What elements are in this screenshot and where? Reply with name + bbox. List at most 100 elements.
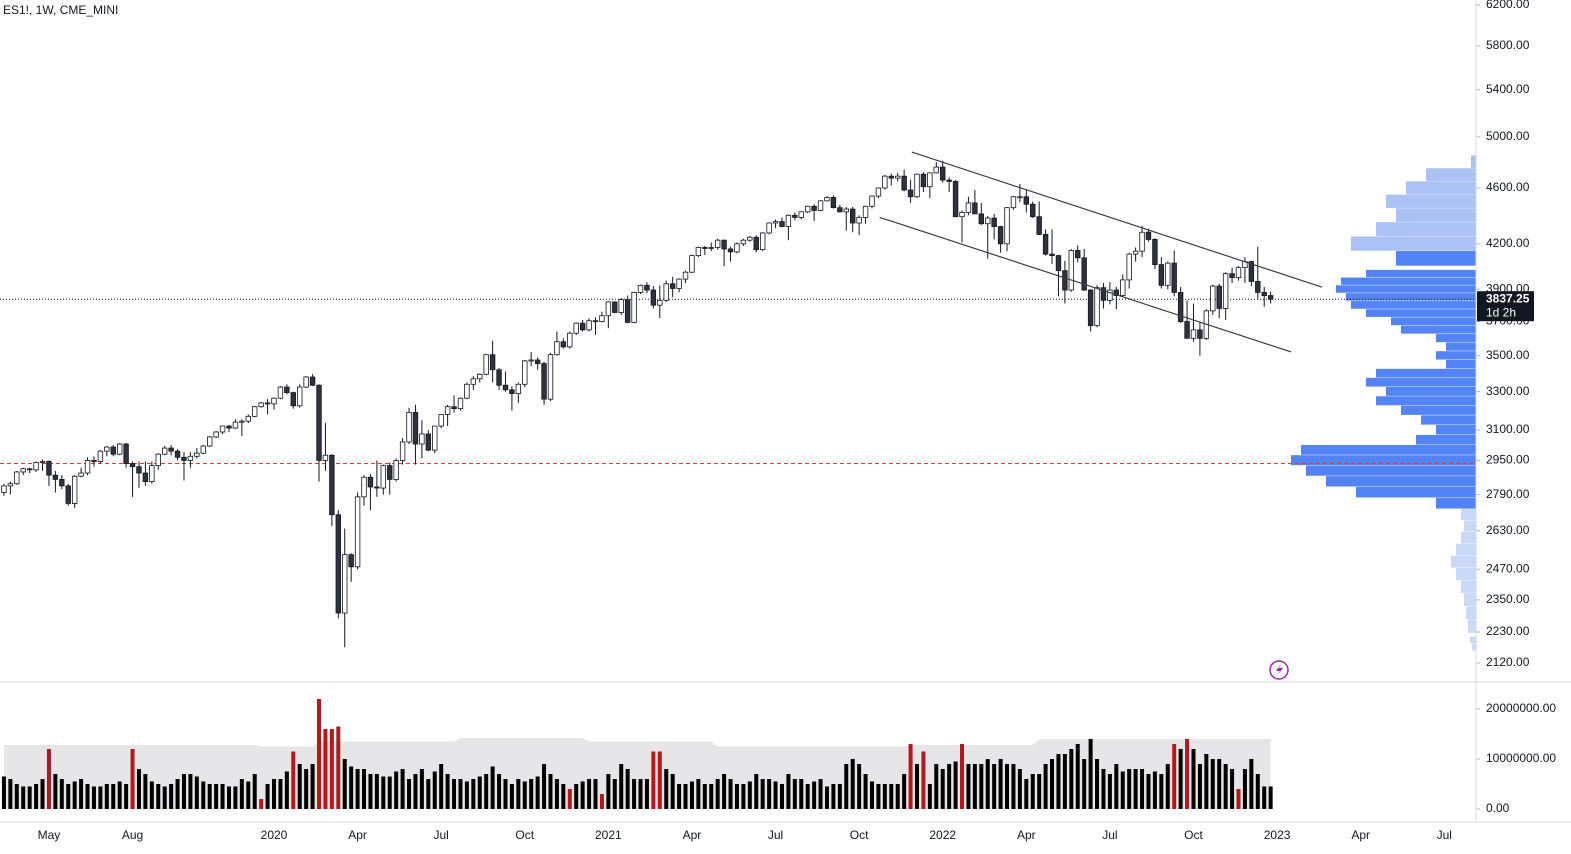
volume-bar: [1075, 744, 1080, 809]
volume-bar: [66, 784, 71, 809]
x-tick-label: Apr: [1351, 828, 1370, 842]
candle-body: [1030, 203, 1036, 218]
candle-body: [329, 454, 335, 516]
volume-profile-bar: [1466, 606, 1476, 620]
replay-icon[interactable]: [1269, 660, 1289, 680]
x-tick-label: Apr: [348, 828, 367, 842]
volume-bar: [342, 759, 347, 809]
candle-body: [1075, 250, 1081, 259]
volume-bar: [869, 781, 874, 809]
candle-body: [297, 386, 303, 407]
candle-body: [206, 436, 213, 447]
candle-body: [618, 299, 624, 313]
volume-bar: [921, 751, 926, 809]
candle-body: [136, 466, 142, 474]
volume-bar: [181, 774, 186, 809]
candle-body: [264, 402, 271, 405]
candle-body: [798, 211, 804, 218]
candle-body: [1113, 289, 1120, 296]
volume-profile-bar: [1291, 455, 1476, 466]
candle-body: [1, 485, 7, 493]
candle-body: [116, 443, 123, 455]
volume-bar: [677, 784, 682, 809]
volume-profile-bar: [1461, 531, 1476, 544]
volume-bar: [1037, 774, 1042, 809]
volume-bar: [1217, 759, 1222, 809]
volume-profile-bar: [1366, 269, 1476, 278]
icon-bolt[interactable]: [1276, 664, 1283, 676]
candle-body: [779, 221, 785, 227]
candle-body: [888, 175, 894, 179]
candle-body: [605, 301, 612, 317]
candle-body: [1158, 264, 1165, 286]
candle-body: [1152, 239, 1158, 266]
candle-body: [380, 465, 387, 489]
volume-bar: [979, 764, 984, 809]
candle-body: [869, 195, 875, 207]
volume-bar: [664, 769, 669, 809]
candle-body: [374, 486, 380, 489]
volume-bar: [1178, 749, 1183, 809]
volume-bar: [368, 774, 373, 809]
volume-bar: [940, 769, 945, 809]
candle-body: [168, 447, 174, 452]
candle-body: [991, 217, 997, 227]
volume-bar: [336, 726, 341, 809]
volume-bar: [934, 764, 939, 809]
candle-body: [997, 226, 1004, 245]
x-tick-label: May: [38, 828, 61, 842]
candle-body: [734, 243, 740, 253]
volume-bar: [214, 784, 219, 809]
volume-bar: [529, 779, 534, 809]
candle-body: [477, 373, 483, 380]
icon-ring[interactable]: [1269, 660, 1289, 680]
volume-profile-bar: [1341, 277, 1476, 285]
candle-body: [464, 383, 470, 399]
volume-bar: [317, 699, 322, 809]
candle-body: [901, 175, 907, 191]
candle-body: [772, 221, 779, 224]
volume-bar: [580, 781, 585, 809]
volume-bar: [670, 774, 675, 809]
candle-body: [1120, 279, 1126, 296]
volume-bar: [509, 784, 514, 809]
candle-body: [438, 413, 444, 427]
candle-body: [200, 445, 206, 454]
candle-body: [496, 369, 502, 386]
volume-bar: [452, 779, 457, 809]
candle-body: [689, 255, 695, 273]
candle-body: [1184, 321, 1190, 339]
countdown-label: 1d 2h: [1486, 305, 1516, 319]
volume-bar: [535, 776, 540, 809]
candle-body: [567, 332, 573, 348]
volume-bar: [1095, 759, 1100, 809]
volume-bar: [779, 784, 784, 809]
candle-body: [399, 441, 406, 461]
volume-bar: [156, 784, 161, 809]
volume-bar: [464, 781, 469, 809]
candle-body: [586, 320, 592, 331]
volume-profile-bar: [1306, 465, 1476, 476]
candle-body: [952, 181, 959, 218]
candle-body: [219, 425, 226, 433]
volume-profile-bar: [1426, 168, 1476, 181]
candle-body: [354, 496, 361, 568]
volume-bar: [927, 784, 932, 809]
candle-body: [759, 232, 766, 251]
candle-body: [534, 359, 541, 364]
trendline: [879, 216, 1292, 353]
x-tick-label: Apr: [683, 828, 702, 842]
volume-bar: [233, 786, 238, 809]
volume-bar: [992, 764, 997, 809]
volume-bar: [844, 764, 849, 809]
candle-body: [850, 208, 856, 224]
candle-body: [78, 472, 84, 477]
volume-bar: [734, 784, 739, 809]
volume-bar: [754, 774, 759, 809]
candle-body: [290, 392, 296, 407]
candle-body: [1068, 250, 1075, 291]
volume-bar: [149, 781, 154, 809]
volume-bar: [329, 729, 334, 809]
volume-bar: [953, 761, 958, 809]
candle-body: [727, 248, 734, 253]
